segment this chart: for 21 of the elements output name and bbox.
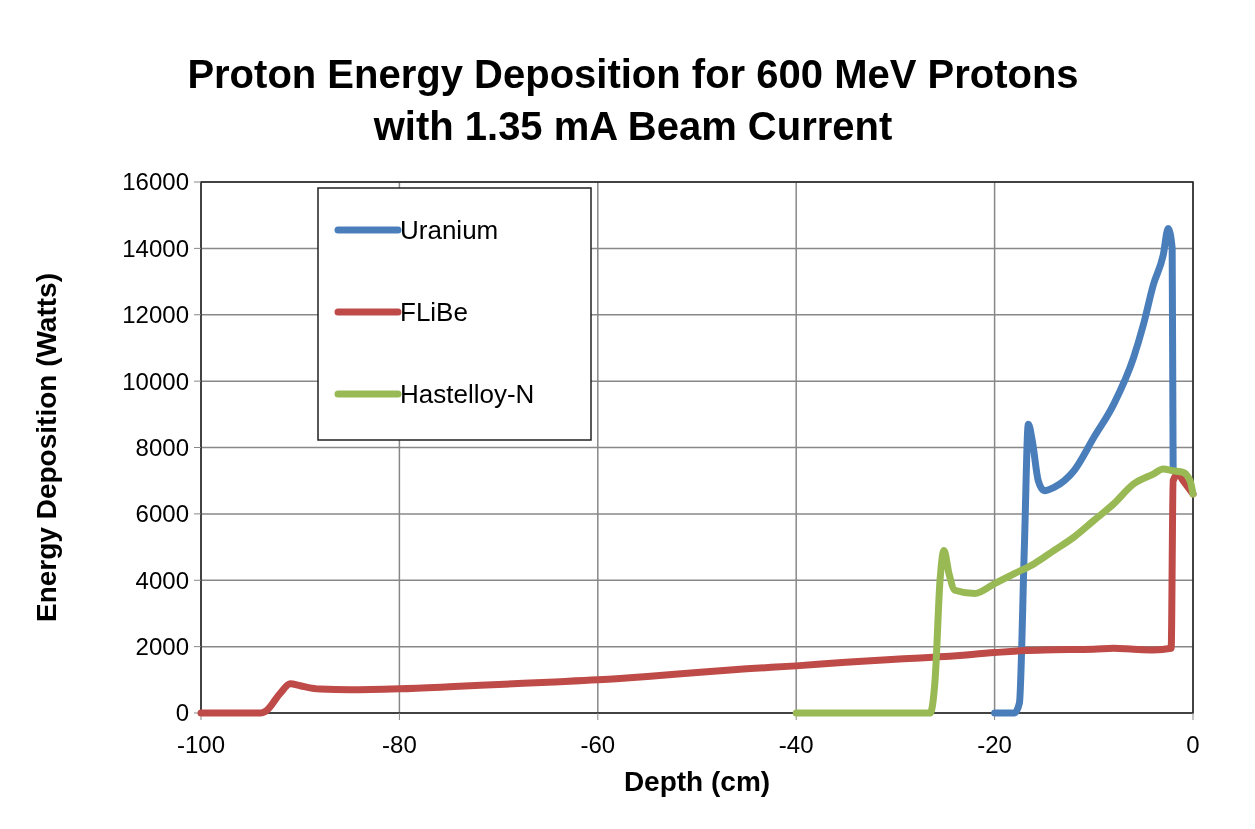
y-tick-label: 14000 [122, 234, 189, 262]
legend-label: Hastelloy-N [400, 379, 535, 410]
x-tick-label: -40 [778, 731, 814, 758]
x-tick-label: -20 [977, 731, 1012, 758]
y-tick-label: 0 [175, 699, 189, 727]
y-tick-label: 2000 [135, 633, 189, 661]
y-tick-label: 10000 [122, 367, 189, 395]
x-tick-label: 0 [1186, 731, 1200, 758]
y-tick-label: 4000 [135, 566, 189, 594]
legend-label: Uranium [400, 215, 499, 246]
x-tick-label: -80 [382, 731, 417, 758]
x-axis-title: Depth (cm) [623, 766, 771, 797]
y-tick-label: 6000 [135, 500, 189, 528]
y-tick-label: 12000 [122, 301, 189, 329]
y-axis-title: Energy Deposition (Watts) [31, 273, 62, 622]
x-tick-label: -60 [580, 731, 616, 758]
chart-title: Proton Energy Deposition for 600 MeV Protons with 1.35 mA Beam Current [187, 52, 1079, 148]
x-tick-label: -100 [176, 731, 226, 758]
y-tick-label: 8000 [135, 433, 189, 461]
legend-label: FLiBe [400, 297, 468, 328]
y-tick-label: 16000 [122, 168, 189, 196]
